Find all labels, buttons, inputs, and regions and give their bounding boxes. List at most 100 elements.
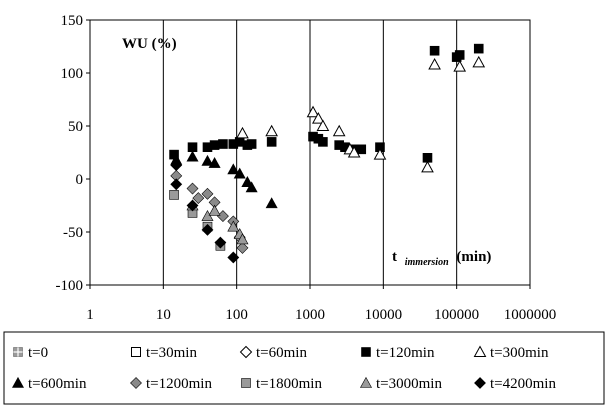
data-point: [233, 167, 246, 179]
legend-item: t=1200min: [130, 376, 212, 392]
data-point: [218, 139, 228, 149]
legend-items: t=0 t=30min t=60min t=120min t=300min t=600mi…: [11, 345, 556, 392]
data-point: [266, 137, 277, 147]
data-point: [170, 178, 183, 191]
legend-marker: [130, 377, 142, 389]
data-point: [214, 236, 227, 249]
y-tick-label: -50: [63, 225, 83, 241]
x-tick-label: 1000000: [504, 307, 557, 323]
data-point: [473, 43, 484, 54]
x-axis-label: t immersion (min): [392, 249, 491, 269]
x-axis-label-unit: (min): [456, 249, 491, 265]
y-tick-label: 0: [76, 172, 84, 188]
legend-item: t=30min: [131, 345, 197, 361]
data-point: [208, 204, 221, 216]
data-points: [169, 43, 486, 264]
legend: [3, 331, 605, 405]
legend-item: t=4200min: [474, 376, 556, 392]
legend-label: t=4200min: [490, 376, 556, 392]
data-point: [186, 182, 199, 195]
x-tick-label: 100: [225, 307, 248, 323]
legend-label: t=3000min: [376, 376, 442, 392]
legend-marker: [359, 376, 373, 388]
data-point: [265, 197, 278, 209]
legend-item: t=120min: [361, 345, 435, 361]
y-tick-label: 100: [61, 66, 84, 82]
data-point: [347, 145, 361, 158]
data-point: [187, 142, 198, 152]
data-point: [454, 50, 465, 60]
data-point: [245, 181, 258, 193]
legend-marker: [11, 376, 25, 388]
data-point: [332, 124, 346, 137]
data-point: [209, 140, 220, 150]
data-point: [472, 55, 486, 68]
y-axis-label: WU (%): [122, 36, 177, 52]
data-point: [186, 150, 199, 162]
vertical-grid: [162, 20, 458, 285]
legend-marker: [13, 347, 23, 357]
legend-marker: [131, 347, 141, 357]
x-axis-label-subscript: immersion: [405, 257, 449, 268]
data-point: [318, 137, 328, 147]
series-t-300min: [236, 55, 486, 173]
data-point: [201, 187, 214, 200]
data-point: [306, 105, 320, 118]
data-point: [428, 57, 441, 70]
legend-label: t=0: [28, 345, 48, 361]
legend-item: t=60min: [239, 345, 307, 361]
series-t-120min: [169, 43, 484, 163]
x-axis-ticks: 1 10 100 1000 10000 100000 1000000: [86, 285, 556, 323]
legend-item: t=1800min: [241, 376, 322, 392]
series-t-600min: [170, 150, 278, 209]
data-point: [170, 159, 183, 172]
data-point: [186, 199, 199, 212]
data-point: [201, 223, 214, 236]
y-tick-label: -100: [56, 278, 84, 294]
x-tick-label: 100000: [434, 307, 479, 323]
data-point: [421, 160, 434, 173]
data-point: [356, 144, 367, 155]
data-point: [208, 156, 221, 168]
legend-item: t=300min: [473, 345, 549, 361]
data-point: [227, 251, 240, 264]
legend-marker: [361, 347, 371, 357]
x-tick-label: 1: [86, 307, 94, 323]
legend-item: t=0: [13, 345, 48, 361]
data-point: [192, 192, 205, 205]
legend-label: t=600min: [28, 376, 87, 392]
data-point: [316, 119, 330, 131]
data-point: [265, 124, 279, 137]
y-tick-label: 150: [61, 13, 84, 29]
data-point: [373, 148, 387, 160]
legend-item: t=3000min: [359, 376, 442, 392]
x-tick-label: 10000: [365, 307, 403, 323]
data-point: [246, 139, 257, 149]
legend-item: t=600min: [11, 376, 87, 392]
data-point: [169, 190, 179, 200]
data-point: [453, 60, 467, 72]
y-axis-ticks: -100 -50 0 50 100 150: [56, 13, 90, 294]
legend-marker: [239, 345, 253, 359]
legend-marker: [241, 378, 251, 388]
data-point: [217, 210, 229, 223]
legend-label: t=1800min: [256, 376, 322, 392]
data-point: [429, 45, 440, 56]
series-t-4200min: [170, 159, 240, 264]
legend-label: t=120min: [376, 345, 435, 361]
data-point: [312, 112, 325, 124]
data-point: [236, 241, 249, 254]
data-point: [227, 220, 240, 232]
legend-label: t=300min: [490, 345, 549, 361]
y-tick-label: 50: [68, 119, 83, 135]
data-point: [227, 163, 240, 175]
legend-label: t=30min: [146, 345, 197, 361]
legend-marker: [473, 345, 487, 357]
legend-label: t=1200min: [146, 376, 212, 392]
data-point: [236, 126, 249, 139]
legend-marker: [474, 377, 486, 389]
x-tick-label: 1000: [295, 307, 325, 323]
x-tick-label: 10: [156, 307, 171, 323]
x-axis-label-main: t: [392, 249, 397, 265]
